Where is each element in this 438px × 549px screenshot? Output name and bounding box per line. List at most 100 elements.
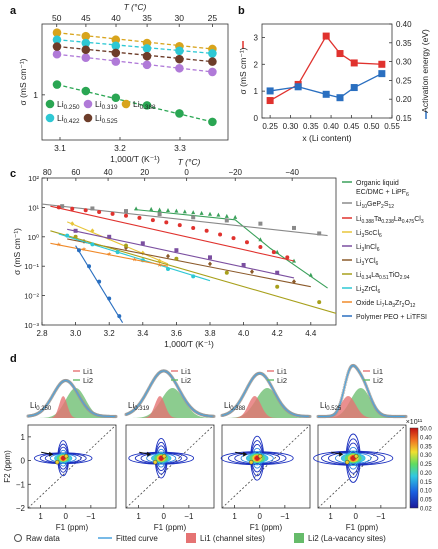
li1-key-label: Li1 — [181, 367, 191, 376]
data-point — [191, 225, 196, 230]
li2-fill — [126, 388, 214, 418]
li2-key-label: Li2 — [83, 376, 93, 385]
peak-marker — [152, 460, 158, 465]
sigma-point — [322, 32, 330, 40]
data-point — [275, 284, 280, 289]
data-point — [52, 42, 62, 51]
ea-point — [378, 70, 386, 78]
legend-swatch — [83, 113, 93, 123]
data-point — [233, 214, 238, 219]
data-point — [182, 209, 187, 214]
data-point — [140, 241, 145, 246]
data-point — [124, 243, 128, 248]
data-point — [142, 60, 152, 70]
li2-key-label: Li2 — [277, 376, 287, 385]
arrow-head — [147, 451, 152, 457]
y-tick-label: 10⁻¹ — [24, 262, 39, 271]
data-point — [292, 279, 296, 284]
y-tick-label: 10¹ — [28, 203, 39, 212]
diagonal-line — [317, 424, 407, 509]
x-tick-label: 0 — [161, 512, 166, 521]
contour — [146, 453, 177, 464]
plot-frame — [317, 424, 407, 509]
data-point — [106, 251, 112, 256]
contour — [321, 451, 386, 466]
x2-tick-label: −40 — [285, 168, 299, 177]
data-point — [81, 38, 91, 48]
y2-tick-label: 0.30 — [396, 58, 412, 67]
legend-label: Li0.319 — [95, 99, 118, 111]
x-tick-label: 1 — [38, 512, 43, 521]
chart-c: 2.8 3.0 3.2 3.4 3.6 3.8 4.0 4.2 4.4 80 60 40 20 0 −20 −… — [12, 157, 427, 349]
data-point — [150, 218, 155, 223]
panel-label-b: b — [238, 5, 245, 17]
x2-tick-label: 25 — [208, 13, 218, 23]
legend-swatch — [45, 113, 55, 123]
x-tick-label: 3.6 — [171, 329, 183, 338]
sigma-point — [336, 50, 344, 58]
y-tick-label: −1 — [16, 480, 26, 489]
panel-label-d: d — [10, 353, 17, 365]
legend-label: Polymer PEO + LiTFSI — [356, 314, 427, 321]
legend-label: Li0.422 — [57, 113, 80, 125]
data-point — [142, 51, 152, 61]
series-line — [66, 221, 169, 265]
legend-li2-swatch — [294, 533, 304, 543]
li2-fill — [28, 388, 116, 418]
x-tick-label: 0.35 — [303, 122, 319, 131]
data-point — [317, 300, 322, 305]
x-axis-label: F1 (ppm) — [56, 523, 89, 532]
y2-tick-label: 0.15 — [396, 114, 412, 123]
li2-key-label: Li2 — [181, 376, 191, 385]
y-tick-label: 1 — [21, 433, 26, 442]
plot-area — [42, 203, 336, 323]
x-tick-label: 3.3 — [174, 143, 186, 153]
data-point — [142, 44, 152, 53]
data-point — [175, 109, 184, 118]
x-tick-label: 0.55 — [384, 122, 400, 131]
data-point — [208, 57, 217, 66]
y2-tick-label: 0.35 — [396, 39, 412, 48]
colorbar-tick-label: 0.35 — [420, 444, 432, 450]
data-point — [174, 248, 179, 253]
data-point — [81, 53, 91, 62]
data-point — [175, 54, 184, 64]
data-point — [56, 205, 61, 210]
y-tick-label: 10² — [28, 174, 39, 183]
data-point — [90, 206, 95, 211]
data-point — [87, 264, 92, 269]
data-point — [308, 272, 313, 277]
x-tick-label: 2.8 — [36, 329, 48, 338]
li2-fill — [222, 388, 310, 418]
ea-point — [266, 87, 274, 95]
data-point — [174, 256, 179, 261]
data-point — [149, 206, 154, 211]
data-point — [81, 31, 91, 41]
li2-fill — [318, 388, 406, 418]
x-tick-label: 3.1 — [54, 143, 66, 153]
composition-label: Li0.319 — [128, 401, 150, 412]
x-tick-label: 0 — [63, 512, 68, 521]
legend-label: Li0.388 — [133, 99, 156, 111]
series-line — [56, 45, 213, 63]
plot-frame — [261, 23, 393, 119]
data-point — [317, 231, 322, 236]
diagonal-line — [125, 424, 215, 509]
x-tick-label: 0.30 — [283, 122, 299, 131]
colorbar-title: ×10¹¹ — [406, 419, 423, 426]
contour — [328, 451, 379, 465]
x-tick-label: 3.8 — [204, 329, 216, 338]
data-point — [111, 35, 121, 45]
series-line — [50, 230, 336, 314]
data-point — [166, 253, 170, 259]
peak-marker — [345, 460, 350, 465]
x2-tick-label: 20 — [140, 168, 149, 177]
arrow-head — [243, 451, 248, 457]
x-tick-label: 1 — [232, 512, 237, 521]
data-point — [134, 206, 139, 211]
x-tick-label: 3.0 — [70, 329, 82, 338]
x-tick-label: −1 — [280, 512, 290, 521]
legend-raw-label: Raw data — [26, 534, 60, 543]
data-point — [137, 215, 142, 220]
